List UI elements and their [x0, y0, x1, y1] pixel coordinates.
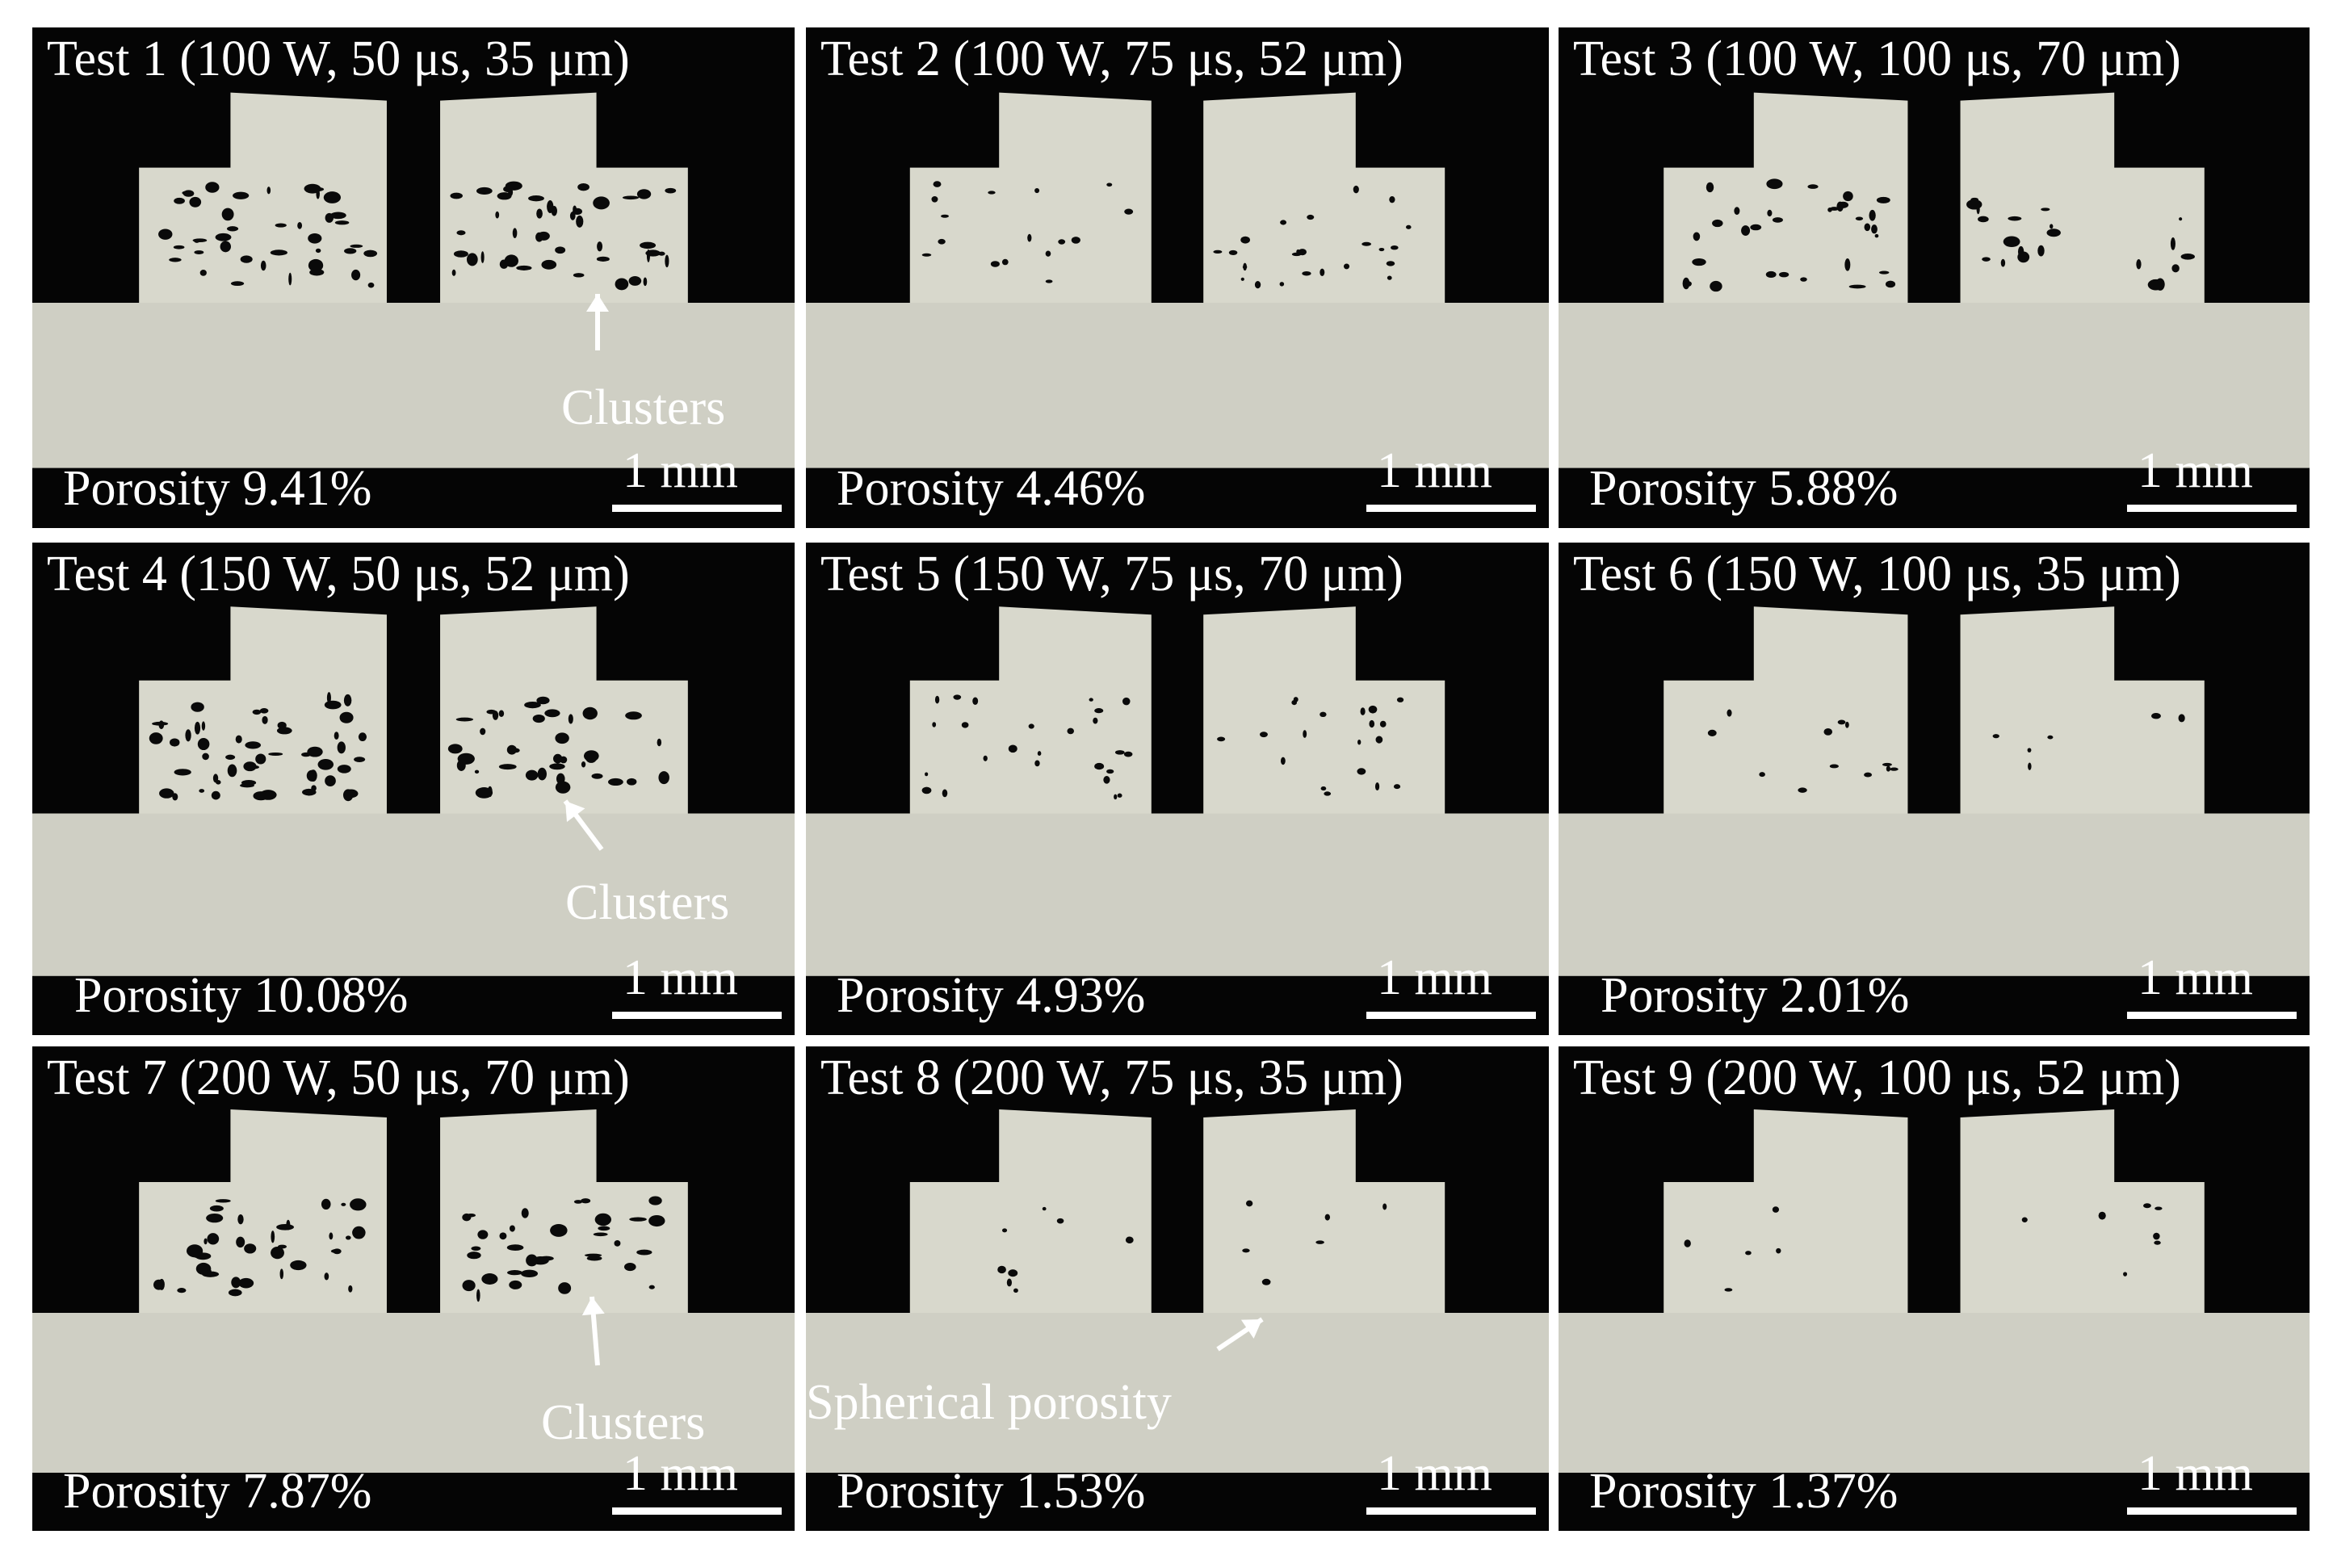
pores: [149, 692, 669, 802]
annotation-label: Clusters: [541, 1395, 706, 1450]
scale-bar-label: 1 mm: [1377, 950, 1492, 1005]
deposit-right: [1203, 606, 1445, 814]
deposit-right: [1960, 606, 2205, 814]
scale-bar-label: 1 mm: [2138, 950, 2253, 1005]
annotation-label: Clusters: [561, 380, 726, 435]
micrograph-panel-test-6: Test 6 (150 W, 100 μs, 35 μm) Porosity 2.…: [1559, 543, 2310, 1035]
scale-bar: [2127, 505, 2297, 512]
pores: [158, 181, 677, 291]
porosity-label: Porosity 1.37%: [1589, 1464, 1899, 1519]
pores: [153, 1196, 665, 1302]
micrograph-image: [1559, 606, 2310, 976]
substrate: [1559, 1313, 2310, 1473]
annotation-arrow: [586, 294, 609, 350]
scale-bar: [612, 1507, 782, 1515]
panel-title: Test 2 (100 W, 75 μs, 52 μm): [820, 31, 1403, 86]
panel-title: Test 5 (150 W, 75 μs, 70 μm): [820, 547, 1403, 602]
micrograph-panel-test-1: Test 1 (100 W, 50 μs, 35 μm) Porosity 9.4…: [32, 27, 795, 528]
deposit-right: [1203, 92, 1445, 303]
scale-bar-label: 1 mm: [1377, 1446, 1492, 1501]
panel-title: Test 9 (200 W, 100 μs, 52 μm): [1573, 1050, 2181, 1105]
substrate: [32, 303, 795, 468]
micrograph-image: [32, 92, 795, 468]
panel-title: Test 7 (200 W, 50 μs, 70 μm): [47, 1050, 630, 1105]
panel-title: Test 8 (200 W, 75 μs, 35 μm): [820, 1050, 1403, 1105]
scale-bar-label: 1 mm: [2138, 1446, 2253, 1501]
micrograph-image: [1559, 1109, 2310, 1473]
substrate: [1559, 303, 2310, 468]
micrograph-panel-test-9: Test 9 (200 W, 100 μs, 52 μm) Porosity 1.…: [1559, 1046, 2310, 1531]
deposit-right: [440, 92, 688, 303]
deposit-left: [1664, 1109, 1908, 1313]
porosity-label: Porosity 5.88%: [1589, 461, 1899, 516]
porosity-label: Porosity 4.46%: [837, 461, 1146, 516]
micrograph-panel-test-7: Test 7 (200 W, 50 μs, 70 μm) Porosity 7.8…: [32, 1046, 795, 1531]
micrograph-image: [32, 606, 795, 976]
substrate: [1559, 813, 2310, 976]
annotation-label: Clusters: [565, 875, 730, 930]
porosity-label: Porosity 7.87%: [63, 1464, 372, 1519]
annotation-label: Spherical porosity: [806, 1375, 1172, 1430]
deposit-right: [440, 1109, 688, 1313]
scale-bar: [2127, 1012, 2297, 1019]
porosity-label: Porosity 4.93%: [837, 968, 1146, 1023]
scale-bar-label: 1 mm: [1377, 443, 1492, 498]
substrate: [32, 813, 795, 976]
pores: [1682, 178, 2196, 292]
micrograph-image: [806, 1109, 1549, 1473]
substrate: [32, 1313, 795, 1473]
deposit-left: [139, 1109, 387, 1313]
scale-bar-label: 1 mm: [2138, 443, 2253, 498]
panel-title: Test 1 (100 W, 50 μs, 35 μm): [47, 31, 630, 86]
scale-bar: [1366, 505, 1536, 512]
porosity-label: Porosity 2.01%: [1601, 968, 1910, 1023]
porosity-label: Porosity 9.41%: [63, 461, 372, 516]
porosity-label: Porosity 1.53%: [837, 1464, 1146, 1519]
scale-bar: [1366, 1507, 1536, 1515]
panel-title: Test 3 (100 W, 100 μs, 70 μm): [1573, 31, 2181, 86]
deposit-right: [1203, 1109, 1445, 1313]
scale-bar: [1366, 1012, 1536, 1019]
scale-bar-label: 1 mm: [623, 443, 738, 498]
scale-bar: [612, 1012, 782, 1019]
annotation-arrow: [581, 1296, 605, 1366]
deposit-right: [440, 606, 688, 814]
panel-title: Test 6 (150 W, 100 μs, 35 μm): [1573, 547, 2181, 602]
micrograph-image: [806, 606, 1549, 976]
micrograph-image: [32, 1109, 795, 1473]
deposit-left: [1664, 92, 1908, 303]
micrograph-image: [1559, 92, 2310, 468]
substrate: [806, 303, 1549, 468]
scale-bar: [612, 505, 782, 512]
annotation-arrow: [563, 799, 604, 851]
pores: [921, 181, 1412, 289]
panel-title: Test 4 (150 W, 50 μs, 52 μm): [47, 547, 630, 602]
micrograph-panel-test-4: Test 4 (150 W, 50 μs, 52 μm) Porosity 10.…: [32, 543, 795, 1035]
scale-bar-label: 1 mm: [623, 950, 738, 1005]
deposit-left: [1664, 606, 1908, 814]
micrograph-panel-test-3: Test 3 (100 W, 100 μs, 70 μm) Porosity 5.…: [1559, 27, 2310, 528]
micrograph-panel-test-8: Test 8 (200 W, 75 μs, 35 μm) Porosity 1.5…: [806, 1046, 1549, 1531]
pores: [921, 694, 1404, 800]
micrograph-panel-test-2: Test 2 (100 W, 75 μs, 52 μm) Porosity 4.4…: [806, 27, 1549, 528]
substrate: [806, 1313, 1549, 1473]
scale-bar-label: 1 mm: [623, 1446, 738, 1501]
deposit-left: [909, 92, 1152, 303]
pores: [1707, 709, 2185, 793]
deposit-right: [1960, 92, 2205, 303]
pores: [1684, 1203, 2163, 1292]
deposit-left: [909, 1109, 1152, 1313]
deposit-left: [139, 92, 387, 303]
annotation-arrow: [1216, 1317, 1264, 1352]
deposit-right: [1960, 1109, 2205, 1313]
micrograph-panel-test-5: Test 5 (150 W, 75 μs, 70 μm) Porosity 4.9…: [806, 543, 1549, 1035]
scale-bar: [2127, 1507, 2297, 1515]
porosity-label: Porosity 10.08%: [74, 968, 409, 1023]
deposit-left: [909, 606, 1152, 814]
pores: [997, 1200, 1387, 1293]
substrate: [806, 813, 1549, 976]
micrograph-image: [806, 92, 1549, 468]
